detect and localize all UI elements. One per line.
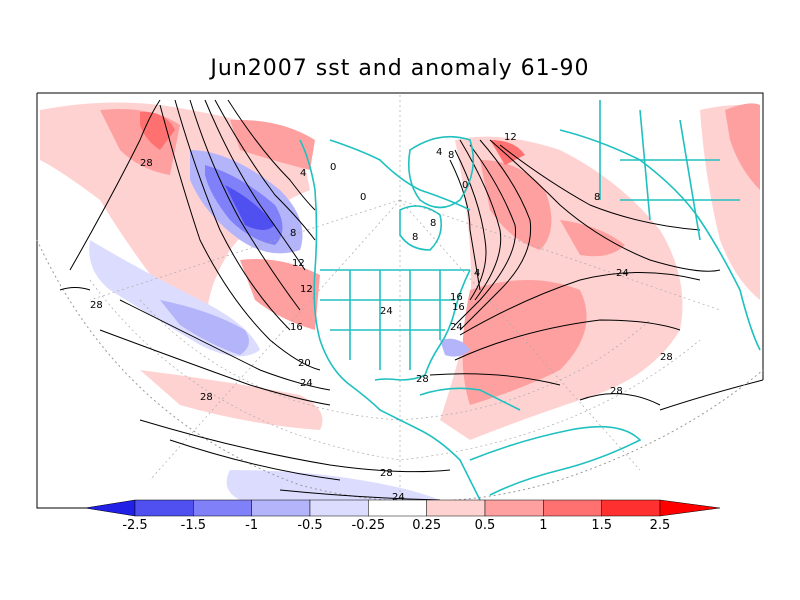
colorbar-swatch xyxy=(543,499,602,517)
colorbar-high-arrow xyxy=(659,499,721,517)
anomaly-patch-natl-warm2 xyxy=(480,160,552,250)
canada-arctic xyxy=(329,139,471,211)
colorbar-tick-label: -0.25 xyxy=(352,518,386,533)
anomaly-patch-npac-warm xyxy=(40,102,310,330)
colorbar-tick-label: -0.5 xyxy=(297,518,322,533)
contour-label: 0 xyxy=(330,162,336,173)
colorbar-swatch xyxy=(193,499,252,517)
colorbar-tick-label: 1.5 xyxy=(591,518,612,533)
south-america xyxy=(469,425,642,496)
contour-label: 0 xyxy=(360,192,366,203)
colorbar: -2.5 -1.5 -1 -0.5 -0.25 0.25 0.5 1 1.5 2.5 xyxy=(84,499,721,533)
anomaly-shading xyxy=(40,102,760,500)
contour-label: 4 xyxy=(436,147,442,158)
anomaly-patch-atl-warm4 xyxy=(462,280,587,405)
sst-contours xyxy=(59,99,721,501)
anomaly-patch-natl-warm3 xyxy=(490,140,525,165)
contour-label: 28 xyxy=(610,386,623,397)
colorbar-tick-label: -1.5 xyxy=(181,518,206,533)
caribbean xyxy=(419,387,521,411)
colorbar-tick-label: -2.5 xyxy=(122,518,147,533)
colorbar-swatch xyxy=(601,499,661,517)
map-title: Jun2007 sst and anomaly 61-90 xyxy=(210,56,590,81)
contour-label: 16 xyxy=(452,302,465,313)
anomaly-patch-atl-warm5 xyxy=(560,220,625,257)
colorbar-swatch xyxy=(134,499,194,517)
contour-label: 28 xyxy=(200,392,213,403)
colorbar-tick-label: 0.25 xyxy=(412,518,441,533)
na-east-coast xyxy=(374,269,471,381)
anomaly-patch-us-east-cold xyxy=(440,338,470,357)
europe-coast xyxy=(559,129,761,351)
contour-label: 28 xyxy=(660,352,673,363)
anomaly-patch-eur-warm2 xyxy=(725,103,760,190)
colorbar-swatch xyxy=(309,499,369,517)
contour-label: 12 xyxy=(504,132,517,143)
contour-label: 16 xyxy=(290,322,303,333)
colorbar-swatch xyxy=(484,499,544,517)
contour-label: 16 xyxy=(450,292,463,303)
contour-label: 24 xyxy=(616,268,629,279)
plot-border xyxy=(37,92,764,411)
na-west-coast xyxy=(299,139,481,501)
contour-label: 12 xyxy=(300,284,313,295)
contour-label: 24 xyxy=(380,306,393,317)
contour-label: 20 xyxy=(298,358,311,369)
anomaly-patch-npac-warm3 xyxy=(140,111,175,150)
contour-label: 4 xyxy=(300,168,306,179)
contour-label: 12 xyxy=(292,258,305,269)
contour-label: 24 xyxy=(300,378,313,389)
contour-label: 8 xyxy=(594,192,600,203)
europe-borders xyxy=(599,100,740,241)
colorbar-tick-label: 0.5 xyxy=(475,518,496,533)
contour-labels: 28 4 0 8 12 12 16 20 24 24 28 28 0 8 4 8… xyxy=(90,132,673,503)
contour-label: 8 xyxy=(412,232,418,243)
hudson-bay xyxy=(399,205,443,251)
coastlines xyxy=(299,100,761,501)
colorbar-tick-label: 2.5 xyxy=(650,518,671,533)
contour-label: 28 xyxy=(90,300,103,311)
contour-label: 8 xyxy=(448,150,454,161)
colorbar-swatch xyxy=(368,499,427,517)
colorbar-low-arrow xyxy=(84,499,136,517)
graticule xyxy=(89,95,721,508)
colorbar-tick-label: 1 xyxy=(539,518,547,533)
contour-label: 28 xyxy=(380,468,393,479)
us-grid xyxy=(320,269,470,370)
contour-label: 28 xyxy=(416,374,429,385)
contour-label: 0 xyxy=(462,180,468,191)
anomaly-patch-epac-warm xyxy=(140,370,323,430)
anomaly-patch-subtrop-cold2 xyxy=(160,300,249,355)
contour-label: 24 xyxy=(392,492,405,503)
anomaly-patch-eq-cold xyxy=(226,470,440,500)
colorbar-swatch xyxy=(426,499,486,517)
anomaly-patch-alaska-warm xyxy=(230,119,315,170)
contour-label: 4 xyxy=(474,268,480,279)
contour-label: 28 xyxy=(140,158,153,169)
contour-label: 24 xyxy=(450,322,463,333)
greenland xyxy=(407,135,475,209)
contour-label: 8 xyxy=(290,228,296,239)
contour-label: 8 xyxy=(430,218,436,229)
colorbar-tick-label: -1 xyxy=(245,518,258,533)
colorbar-swatch xyxy=(251,499,311,517)
anomaly-patch-goa-cold3 xyxy=(225,185,275,230)
